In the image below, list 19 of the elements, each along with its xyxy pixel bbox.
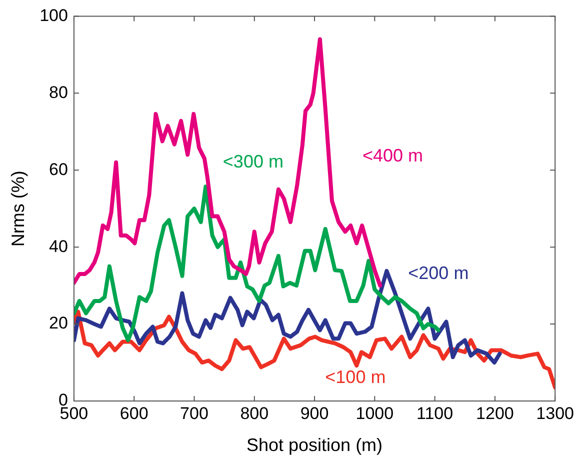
- series-label: <400 m: [362, 146, 423, 166]
- x-axis-title: Shot position (m): [246, 435, 383, 456]
- y-tick-label: 20: [49, 314, 68, 333]
- y-axis-title: Nrms (%): [8, 170, 28, 247]
- x-tick-label: 1200: [476, 404, 514, 423]
- x-tick-label: 900: [300, 404, 329, 423]
- x-tick-label: 1300: [536, 404, 574, 423]
- x-tick-label: 1000: [356, 404, 394, 423]
- y-tick-label: 60: [49, 160, 68, 179]
- x-tick-label: 1100: [416, 404, 454, 423]
- y-tick-label: 100: [40, 6, 68, 25]
- series-label: <300 m: [222, 151, 284, 172]
- y-tick-label: 80: [49, 82, 68, 102]
- x-tick-label: 700: [180, 404, 208, 423]
- x-tick-label: 800: [240, 404, 269, 423]
- series-label: <100 m: [325, 366, 386, 387]
- y-tick-label: 40: [49, 236, 68, 256]
- series-label: <200 m: [408, 262, 469, 283]
- x-tick-label: 600: [120, 404, 148, 423]
